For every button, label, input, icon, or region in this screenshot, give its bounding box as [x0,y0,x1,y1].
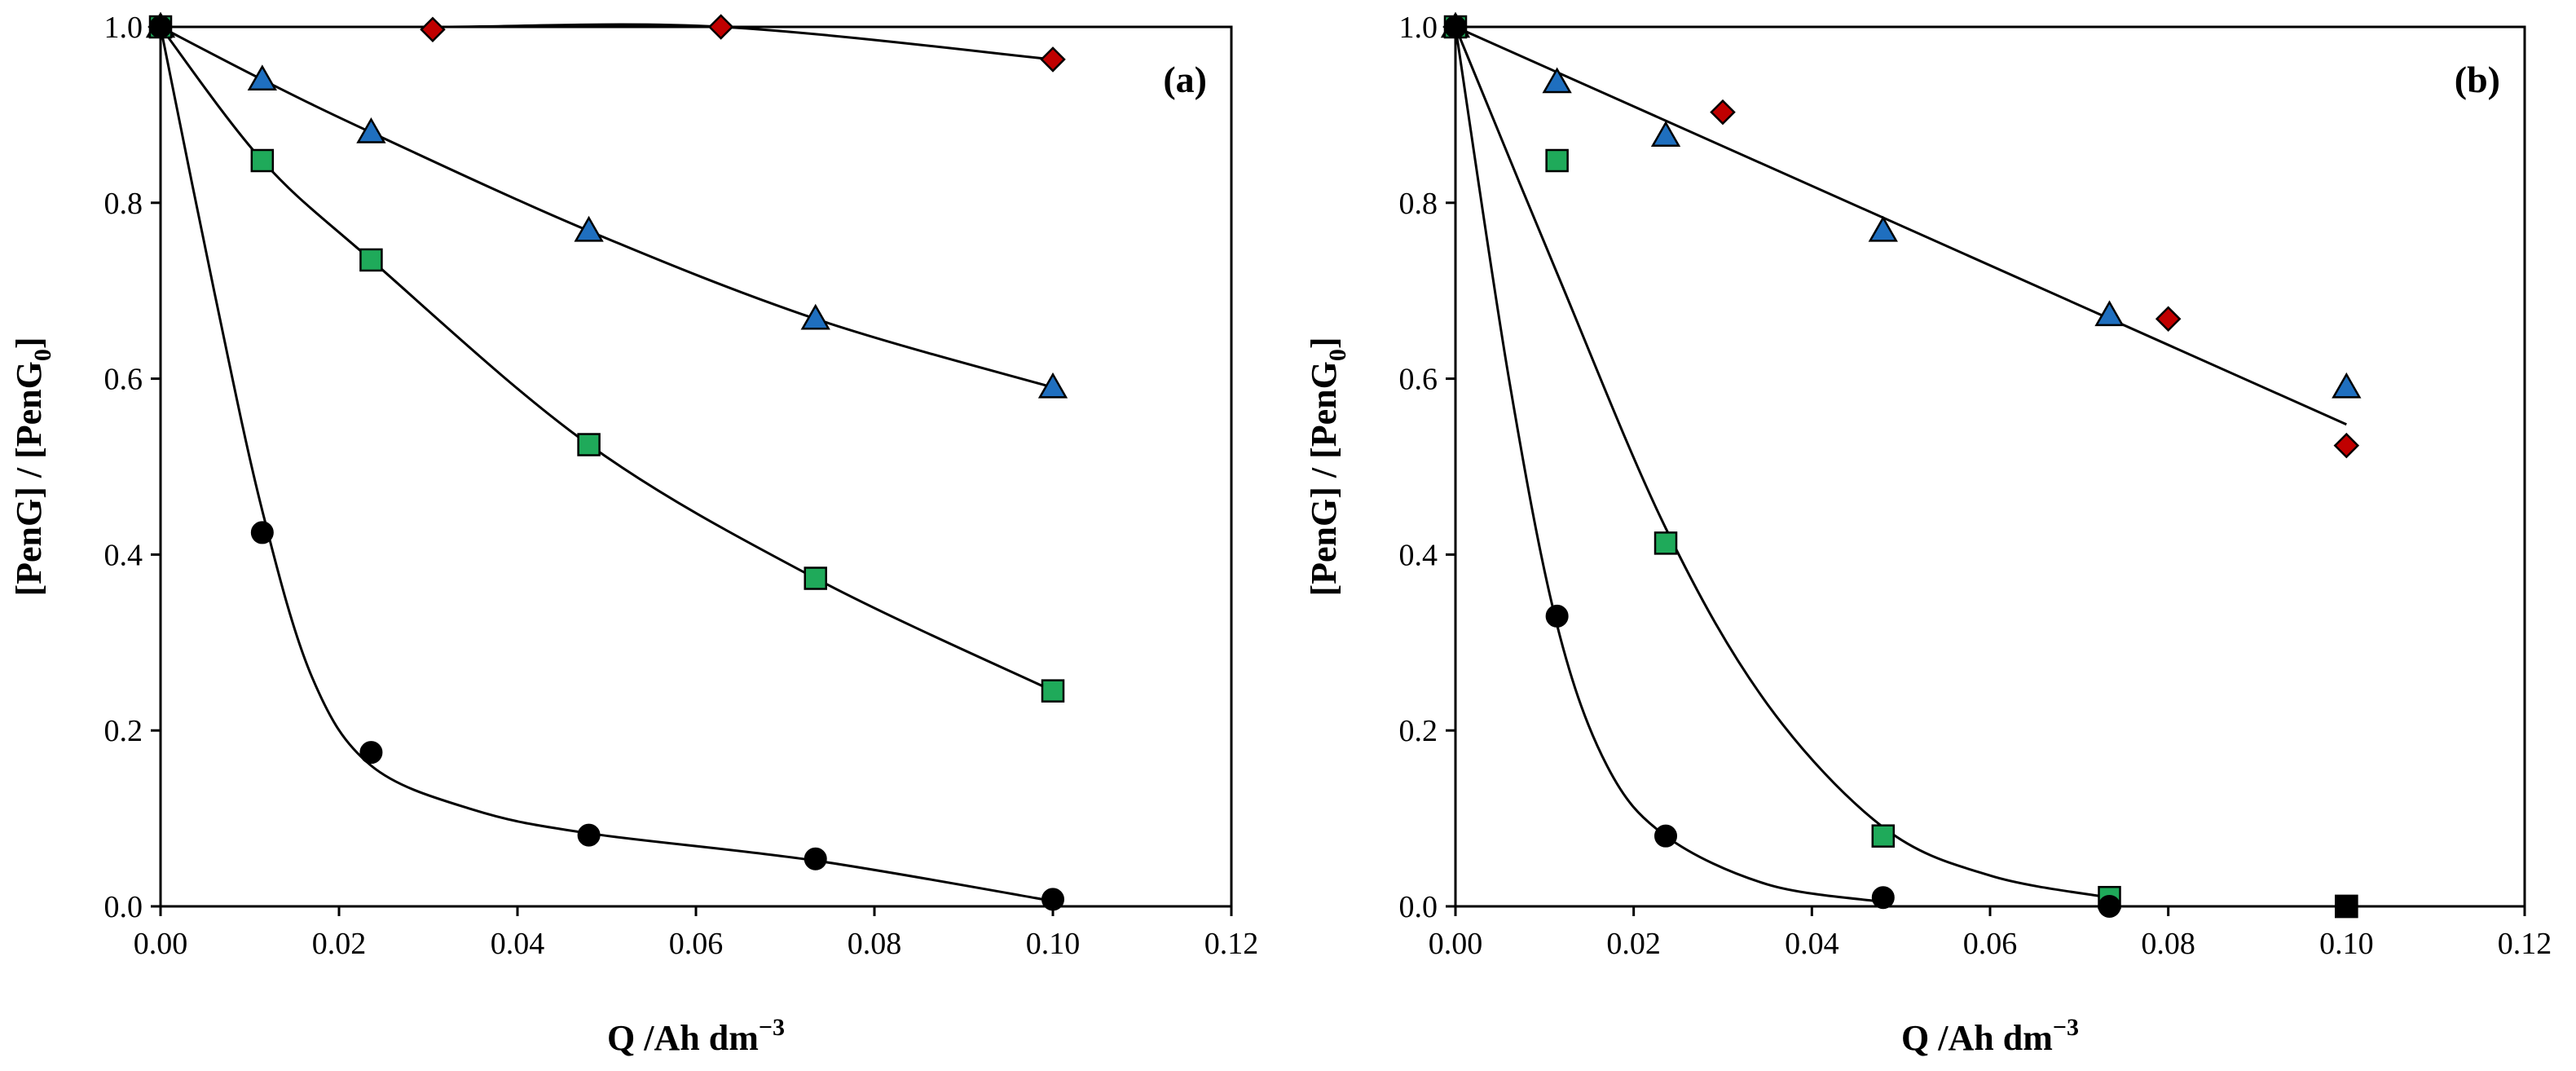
x-tick-label: 0.00 [1429,927,1483,961]
plot-frame [159,25,1233,908]
data-point-square [1653,531,1678,555]
data-point-triangle [800,303,830,330]
panel-a: 0.00 0.02 0.04 0.06 0.08 0.10 0.12 0.0 0.2 0.4 0.6… [9,11,1258,1058]
x-axis-title: Q /Ah dm−3 [1901,1014,2079,1058]
x-tick-label: 0.12 [2498,927,2552,961]
y-tick-label: 0.2 [1399,714,1438,748]
y-tick-label: 1.0 [104,11,143,45]
data-point-diamond [1040,46,1066,73]
panel-label: (b) [2455,59,2500,100]
data-point-triangle [1868,215,1898,242]
y-tick-label: 0.8 [1399,187,1438,221]
fit-line-square [159,26,1054,693]
data-point-diamond [1710,99,1736,126]
data-point-triangle [247,64,277,90]
x-tick-label: 0.08 [848,927,902,961]
data-point-triangle [356,117,386,143]
fit-line-triangle [160,25,1054,389]
x-tick-label: 0.12 [1204,927,1259,961]
data-point-circle [1444,15,1467,38]
data-point-circle [804,847,827,870]
fit-line-circle [159,26,1054,903]
x-tick-label: 0.06 [1963,927,2018,961]
data-point-circle [149,15,172,38]
x-tick-label: 0.02 [312,927,367,961]
y-tick-label: 0.6 [104,363,143,397]
y-tick-label: 0.6 [1399,363,1438,397]
data-point-circle [359,741,383,765]
data-point-circle [1871,886,1895,910]
fit-line-circle [1454,26,1884,904]
fit-line-diamond [161,23,1054,61]
y-axis-title: [PenG] / [PenG0] [1304,337,1351,596]
y-tick-label: 0.4 [1399,538,1438,572]
y-tick-label: 0.4 [104,538,143,572]
x-tick-label: 0.04 [491,927,545,961]
x-tick-label: 0.04 [1785,927,1839,961]
data-point-square [250,148,275,173]
x-tick-label: 0.10 [1026,927,1081,961]
data-point-square [1871,824,1896,848]
data-point-triangle [2094,300,2125,327]
data-point-triangle [2332,372,2362,399]
y-tick-label: 0.2 [104,714,143,748]
panel-b: 0.00 0.02 0.04 0.06 0.08 0.10 0.12 0.0 0.2 0.4 0.6… [1304,11,2552,1058]
data-point-square [804,566,827,590]
y-tick-label: 1.0 [1399,11,1438,45]
data-point-circle [1041,888,1064,911]
data-point-circle [250,521,274,544]
x-tick-label: 0.10 [2319,927,2374,961]
x-tick-label: 0.02 [1606,927,1661,961]
x-tick-label: 0.08 [2141,927,2195,961]
data-point-triangle [574,215,604,242]
data-point-square [577,433,601,456]
data-point-triangle [1542,67,1572,94]
data-point-triangle [1650,121,1681,148]
data-point-diamond [2155,306,2182,332]
x-axis-title: Q /Ah dm−3 [607,1014,785,1058]
data-point-circle [1545,604,1569,628]
data-point-square [1041,679,1065,703]
y-tick-label: 0.0 [1399,890,1438,924]
y-axis-title: [PenG] / [PenG0] [9,337,56,596]
data-point-diamond [707,14,734,40]
y-tick-label: 0.8 [104,187,143,221]
panel-label: (a) [1163,59,1207,100]
fit-line-triangle [1455,25,2347,426]
data-point-circle [1654,824,1678,848]
data-point-square [1545,148,1569,173]
data-point-diamond [2333,432,2360,459]
data-point-black-square [2335,894,2358,919]
fit-line-square [1454,26,2110,899]
x-tick-label: 0.00 [134,927,188,961]
data-point-diamond [420,16,446,43]
x-tick-label: 0.06 [669,927,724,961]
data-point-circle [2098,895,2121,918]
data-point-triangle [1037,372,1068,399]
y-tick-label: 0.0 [104,890,143,924]
data-point-square [359,248,383,272]
data-point-circle [577,823,601,847]
plot-frame [1454,25,2526,908]
